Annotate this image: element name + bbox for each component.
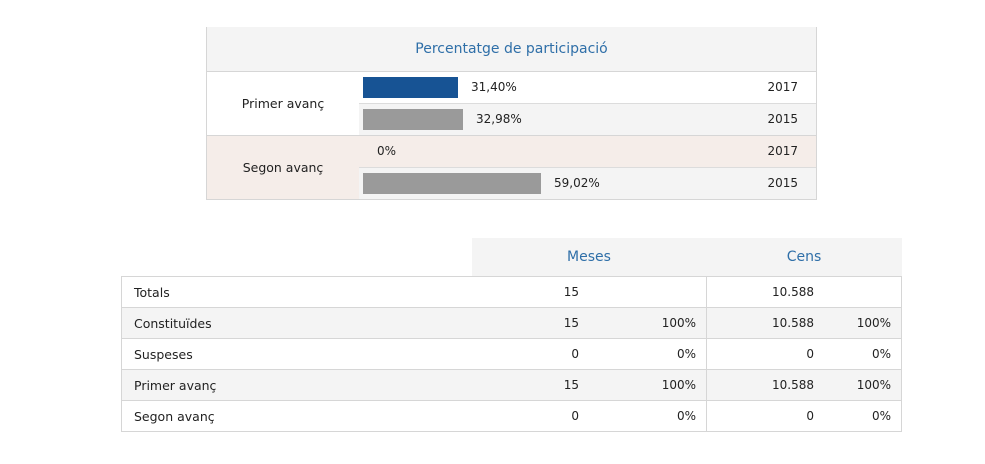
stats-table: Meses Cens Totals 15 10.588 Constituïdes… <box>121 238 902 432</box>
meses-value: 15 <box>563 316 579 330</box>
meses-value: 0 <box>571 347 579 361</box>
participation-pct: 0% <box>377 144 397 158</box>
group-label: Primer avanç <box>241 96 325 111</box>
cens-value: 0 <box>806 409 814 423</box>
row-label: Suspeses <box>134 346 193 362</box>
group-label: Segon avanç <box>242 160 324 175</box>
cens-pct: 0% <box>871 347 891 361</box>
row-label: Totals <box>134 284 170 300</box>
cens-header: Cens <box>706 238 902 276</box>
meses-pct: 0% <box>676 347 696 361</box>
participation-table: Percentatge de participació Primer avanç… <box>206 27 817 200</box>
cens-pct: 100% <box>856 316 891 330</box>
cens-value: 10.588 <box>772 285 814 299</box>
participation-row: 0% 2017 <box>359 136 816 168</box>
meses-value: 15 <box>563 378 579 392</box>
cens-value: 0 <box>806 347 814 361</box>
participation-row: 59,02% 2015 <box>359 168 816 199</box>
cens-value: 10.588 <box>772 316 814 330</box>
meses-header: Meses <box>472 238 706 276</box>
meses-pct: 100% <box>661 378 696 392</box>
participation-pct: 31,40% <box>471 80 517 94</box>
cens-pct: 0% <box>871 409 891 423</box>
participation-bar <box>363 109 463 130</box>
participation-bar <box>363 77 458 98</box>
participation-group-segon: Segon avanç 0% 2017 59,02% 2015 <box>207 136 816 200</box>
participation-year: 2017 <box>767 144 798 158</box>
meses-value: 15 <box>563 285 579 299</box>
table-row: Primer avanç 15 100% 10.588 100% <box>122 370 901 401</box>
participation-group-primer: Primer avanç 31,40% 2017 32,98% 2015 <box>207 72 816 136</box>
table-row: Totals 15 10.588 <box>122 277 901 308</box>
participation-year: 2017 <box>767 80 798 94</box>
participation-year: 2015 <box>767 112 798 126</box>
participation-row: 32,98% 2015 <box>359 104 816 135</box>
table-row: Suspeses 0 0% 0 0% <box>122 339 901 370</box>
meses-pct: 0% <box>676 409 696 423</box>
cens-value: 10.588 <box>772 378 814 392</box>
table-row: Constituïdes 15 100% 10.588 100% <box>122 308 901 339</box>
row-label: Constituïdes <box>134 315 212 331</box>
participation-pct: 32,98% <box>476 112 522 126</box>
table-row: Segon avanç 0 0% 0 0% <box>122 401 901 432</box>
participation-row: 31,40% 2017 <box>359 72 816 104</box>
cens-pct: 100% <box>856 378 891 392</box>
meses-value: 0 <box>571 409 579 423</box>
meses-pct: 100% <box>661 316 696 330</box>
row-label: Segon avanç <box>134 408 215 424</box>
participation-bar <box>363 173 541 194</box>
row-label: Primer avanç <box>134 377 217 393</box>
participation-title: Percentatge de participació <box>207 27 816 72</box>
participation-year: 2015 <box>767 176 798 190</box>
participation-pct: 59,02% <box>554 176 600 190</box>
